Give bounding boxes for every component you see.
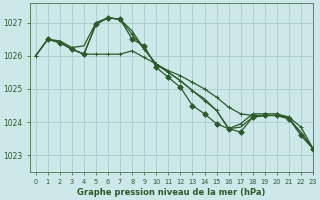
X-axis label: Graphe pression niveau de la mer (hPa): Graphe pression niveau de la mer (hPa) — [77, 188, 266, 197]
